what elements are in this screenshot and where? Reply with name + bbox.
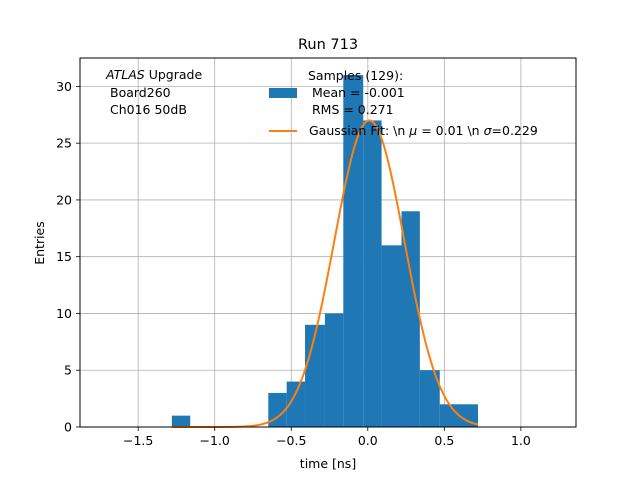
histogram-bar bbox=[363, 120, 382, 427]
upgrade-label: Upgrade bbox=[145, 67, 203, 82]
svg-text:ATLAS Upgrade: ATLAS Upgrade bbox=[105, 67, 202, 82]
histogram-bar bbox=[381, 245, 402, 427]
histogram-bars bbox=[171, 75, 479, 428]
y-tick-label: 0 bbox=[64, 420, 72, 435]
grid bbox=[80, 58, 576, 428]
x-tick-label: 0.0 bbox=[358, 433, 378, 448]
y-axis-ticks: 0 5 10 15 20 25 30 bbox=[56, 79, 80, 435]
x-tick-label: −0.5 bbox=[276, 433, 306, 448]
legend-hist-line-1: Samples (129): bbox=[308, 68, 403, 83]
x-axis-label: time [ns] bbox=[300, 456, 356, 471]
y-tick-label: 10 bbox=[56, 306, 72, 321]
legend-fit-label: Gaussian Fit: \n μ = 0.01 \n σ=0.229 bbox=[309, 123, 538, 138]
plot-frame bbox=[79, 57, 577, 428]
atlas-annotation: ATLAS Upgrade Board260 Ch016 50dB bbox=[105, 67, 202, 117]
y-tick-label: 25 bbox=[56, 136, 72, 151]
atlas-label: ATLAS bbox=[105, 67, 145, 82]
y-tick-label: 15 bbox=[56, 249, 72, 264]
y-tick-label: 30 bbox=[56, 79, 72, 94]
legend: Samples (129): Mean = -0.001 RMS = 0.271… bbox=[269, 68, 538, 138]
y-axis-label: Entries bbox=[32, 221, 47, 265]
histogram-bar bbox=[268, 392, 287, 427]
histogram-bar bbox=[305, 324, 325, 427]
histogram-bar bbox=[343, 75, 364, 428]
channel-label: Ch016 50dB bbox=[110, 102, 187, 117]
x-tick-label: −1.0 bbox=[200, 433, 230, 448]
x-tick-label: −1.5 bbox=[123, 433, 153, 448]
histogram-bar bbox=[324, 313, 344, 427]
legend-hist-line-2: Mean = -0.001 bbox=[308, 85, 405, 100]
x-tick-label: 1.0 bbox=[511, 433, 531, 448]
legend-hist-line-3: RMS = 0.271 bbox=[308, 102, 394, 117]
y-tick-label: 20 bbox=[56, 192, 72, 207]
histogram-bar bbox=[286, 381, 306, 427]
y-tick-label: 5 bbox=[64, 363, 72, 378]
x-tick-label: 0.5 bbox=[434, 433, 454, 448]
board-label: Board260 bbox=[110, 85, 171, 100]
x-axis-ticks: −1.5 −1.0 −0.5 0.0 0.5 1.0 bbox=[123, 427, 531, 448]
chart-title: Run 713 bbox=[298, 37, 358, 53]
histogram-bar bbox=[401, 211, 420, 427]
histogram-bar bbox=[419, 370, 440, 427]
histogram-bar bbox=[171, 415, 191, 427]
legend-hist-swatch bbox=[269, 88, 297, 98]
